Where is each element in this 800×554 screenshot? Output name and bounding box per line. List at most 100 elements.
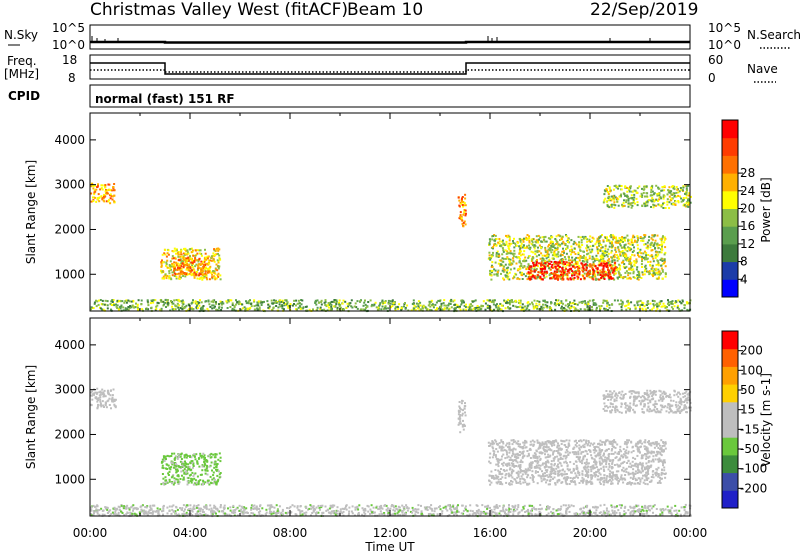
rti-cell	[598, 240, 601, 242]
cpid-frame	[89, 84, 691, 108]
rti-cell	[631, 472, 634, 475]
rti-cell	[617, 204, 620, 207]
rti-cell	[638, 482, 641, 485]
rti-cell	[591, 255, 594, 258]
rti-cell	[381, 299, 384, 302]
rti-cell	[180, 458, 183, 460]
rti-cell	[602, 454, 605, 457]
rti-cell	[186, 472, 189, 475]
rti-cell	[212, 453, 215, 456]
rti-cell	[201, 308, 204, 311]
rti-cell	[612, 474, 615, 476]
rti-cell	[162, 481, 165, 484]
rti-cell	[462, 221, 465, 224]
rti-cell	[624, 450, 627, 453]
rti-cell	[168, 470, 171, 473]
rti-cell	[510, 474, 513, 477]
rti-cell	[526, 237, 529, 240]
rti-cell	[490, 278, 493, 281]
rti-cell	[196, 301, 199, 303]
rti-cell	[618, 480, 620, 482]
rti-cell	[556, 302, 559, 305]
rti-cell	[206, 255, 209, 258]
rti-cell	[565, 446, 568, 448]
rti-cell	[209, 265, 212, 268]
rti-cell	[608, 269, 611, 272]
rti-cell	[542, 303, 544, 306]
rti-cell	[456, 304, 459, 307]
rti-cell	[583, 467, 586, 470]
rti-cell	[639, 256, 642, 259]
rti-cell	[353, 305, 356, 308]
rti-cell	[181, 461, 184, 464]
rti-cell	[198, 272, 201, 275]
rti-cell	[533, 305, 536, 308]
rti-cell	[645, 455, 648, 458]
rti-cell	[161, 466, 164, 469]
rti-cell	[530, 250, 533, 253]
rti-cell	[561, 440, 564, 443]
rti-cell	[603, 479, 606, 482]
rti-cell	[561, 268, 564, 271]
rti-cell	[231, 304, 234, 306]
rti-cell	[666, 200, 669, 203]
rti-cell	[522, 478, 525, 481]
rti-cell	[559, 245, 561, 248]
rti-cell	[364, 299, 366, 302]
rti-cell	[524, 238, 527, 241]
rti-cell	[529, 266, 532, 269]
rti-cell	[527, 256, 530, 259]
rti-cell	[510, 252, 513, 255]
rti-cell	[567, 305, 570, 308]
rti-cell	[109, 202, 112, 205]
rti-cell	[633, 193, 636, 196]
rti-cell	[536, 274, 539, 277]
rti-cell	[171, 255, 174, 258]
rti-cell	[556, 446, 559, 449]
rti-cell	[183, 307, 185, 310]
rti-cell	[211, 277, 214, 280]
rti-cell	[555, 235, 558, 238]
rti-cell	[599, 235, 602, 238]
rti-cell	[375, 306, 378, 309]
rti-cell	[202, 277, 205, 280]
rti-cell	[210, 452, 213, 455]
rti-cell	[599, 255, 602, 258]
rti-cell	[648, 272, 651, 275]
rti-cell	[159, 308, 162, 311]
colorbar-tick-label: 16	[740, 219, 755, 233]
rti-cell	[651, 269, 654, 272]
rti-cell	[255, 304, 258, 307]
rti-cell	[630, 248, 633, 251]
rti-cell	[631, 253, 634, 256]
rti-cell	[391, 305, 394, 308]
rti-cell	[213, 466, 216, 469]
rti-cell	[214, 453, 217, 456]
rti-cell	[507, 301, 510, 304]
rti-cell	[236, 301, 239, 304]
rti-cell	[660, 205, 663, 208]
rti-cell	[195, 271, 198, 273]
rti-cell	[636, 241, 639, 244]
rti-cell	[96, 387, 99, 390]
rti-cell	[601, 252, 604, 255]
rti-cell	[610, 471, 613, 474]
rti-cell	[502, 469, 505, 471]
rti-cell	[501, 264, 504, 267]
rti-cell	[568, 264, 571, 267]
rti-cell	[175, 249, 178, 252]
rti-cell	[571, 274, 573, 277]
rti-cell	[463, 425, 466, 427]
rti-cell	[177, 253, 180, 256]
rti-cell	[566, 465, 569, 468]
rti-cell	[602, 253, 605, 256]
rti-cell	[492, 246, 495, 249]
nave-label: Nave	[747, 62, 778, 76]
rti-cell	[502, 442, 505, 445]
rti-cell	[670, 199, 673, 202]
rti-cell	[99, 398, 102, 401]
rti-cell	[639, 248, 642, 251]
rti-cell	[501, 483, 504, 486]
rti-cell	[592, 244, 594, 247]
